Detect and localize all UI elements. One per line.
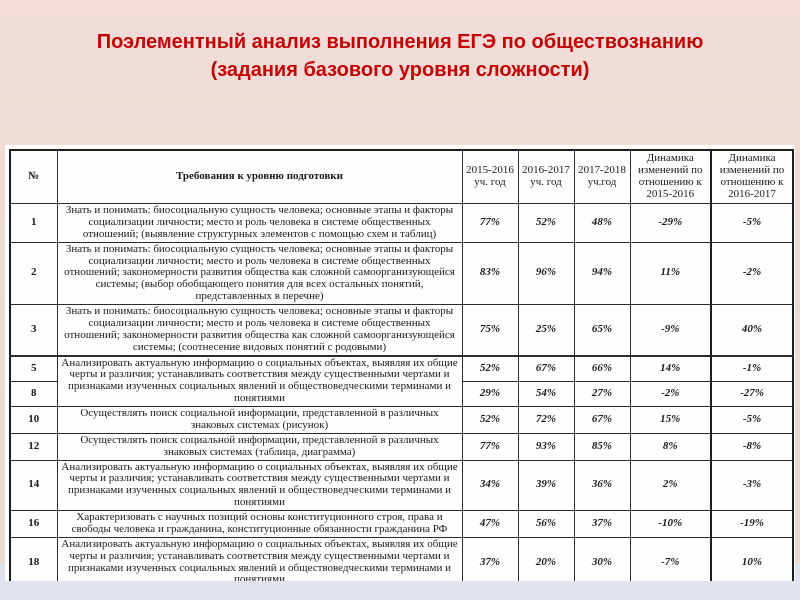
dynamics-value-cell: -2% — [629, 380, 712, 408]
year-value-cell: 48% — [573, 203, 631, 243]
dynamics-value-cell: 14% — [629, 354, 712, 382]
table-row: 8 29% 54% 27% -2% -27% — [9, 380, 794, 408]
dynamics-value-cell: -7% — [629, 536, 712, 581]
row-number-cell: 12 — [9, 432, 58, 461]
requirement-cell: Знать и понимать: биосоциальную сущность… — [56, 203, 463, 243]
slide-title-line1: Поэлементный анализ выполнения ЕГЭ по об… — [96, 31, 704, 53]
header-cell: 2015-2016 уч. год — [461, 149, 519, 204]
table-row: 5 Анализировать актуальную информацию о с… — [9, 354, 794, 407]
dynamics-value-cell: -2% — [710, 241, 794, 306]
dynamics-value-cell: 40% — [710, 304, 794, 356]
dynamics-value-cell: -9% — [629, 304, 712, 356]
dynamics-value-cell: -5% — [710, 203, 794, 243]
dynamics-value-cell: -27% — [710, 380, 794, 408]
dynamics-value-cell: 15% — [629, 406, 712, 434]
row-number-cell: 3 — [9, 304, 58, 356]
year-value-cell: 77% — [461, 432, 519, 461]
header-cell: Требования к уровню подготовки — [56, 149, 463, 204]
year-value-cell: 54% — [517, 380, 575, 408]
year-value-cell: 72% — [517, 406, 575, 434]
year-value-cell: 67% — [517, 354, 575, 382]
row-number-cell: 8 — [9, 380, 58, 408]
dynamics-value-cell: -8% — [710, 432, 794, 461]
year-value-cell: 94% — [573, 241, 631, 306]
year-value-cell: 37% — [461, 536, 519, 581]
year-value-cell: 77% — [461, 203, 519, 243]
year-value-cell: 85% — [573, 432, 631, 461]
requirement-cell: Знать и понимать: биосоциальную сущность… — [56, 304, 463, 356]
table-row: 2 Знать и понимать: биосоциальную сущност… — [9, 241, 794, 306]
year-value-cell: 96% — [517, 241, 575, 306]
header-cell: № — [9, 149, 58, 204]
year-value-cell: 52% — [517, 203, 575, 243]
year-value-cell: 30% — [573, 536, 631, 581]
year-value-cell: 29% — [461, 380, 519, 408]
dynamics-value-cell: 10% — [710, 536, 794, 581]
row-number-cell: 18 — [9, 536, 58, 581]
row-number-cell: 2 — [9, 241, 58, 306]
table-body: 1 Знать и понимать: биосоциальную сущност… — [9, 203, 794, 581]
table-row: 1 Знать и понимать: биосоциальную сущност… — [9, 203, 794, 243]
year-value-cell: 39% — [517, 459, 575, 511]
year-value-cell: 37% — [573, 510, 631, 538]
year-value-cell: 56% — [517, 510, 575, 538]
year-value-cell: 66% — [573, 354, 631, 382]
year-value-cell: 27% — [573, 380, 631, 408]
dynamics-value-cell: -10% — [629, 510, 712, 538]
table-row: 18 Анализировать актуальную информацию о … — [9, 536, 794, 581]
slide-title: Поэлементный анализ выполнения ЕГЭ по об… — [0, 28, 800, 84]
row-number-cell: 1 — [9, 203, 58, 243]
dynamics-value-cell: 8% — [629, 432, 712, 461]
requirement-cell: Знать и понимать: биосоциальную сущность… — [56, 241, 463, 306]
header-row: № Требования к уровню подготовки 2015-2016… — [9, 149, 794, 204]
year-value-cell: 20% — [517, 536, 575, 581]
year-value-cell: 36% — [573, 459, 631, 511]
year-value-cell: 83% — [461, 241, 519, 306]
dynamics-value-cell: -29% — [629, 203, 712, 243]
year-value-cell: 65% — [573, 304, 631, 356]
year-value-cell: 34% — [461, 459, 519, 511]
year-value-cell: 93% — [517, 432, 575, 461]
row-number-cell: 16 — [9, 510, 58, 538]
requirement-cell: Характеризовать с научных позиций основы… — [56, 510, 463, 538]
header-cell: Динамика изменений по отношению к 2015-2… — [629, 149, 712, 204]
header-cell: 2017-2018 уч.год — [573, 149, 631, 204]
year-value-cell: 52% — [461, 406, 519, 434]
row-number-cell: 5 — [9, 354, 58, 382]
requirement-cell: Анализировать актуальную информацию о со… — [56, 459, 463, 511]
exam-analysis-table: № Требования к уровню подготовки 2015-2016… — [9, 149, 794, 581]
table-row: 12 Осуществлять поиск социальной информац… — [9, 432, 794, 461]
row-number-cell: 10 — [9, 406, 58, 434]
dynamics-value-cell: 2% — [629, 459, 712, 511]
table-row: 16 Характеризовать с научных позиций осно… — [9, 510, 794, 538]
dynamics-value-cell: -5% — [710, 406, 794, 434]
dynamics-value-cell: -19% — [710, 510, 794, 538]
requirement-cell: Осуществлять поиск социальной информации… — [56, 432, 463, 461]
table-panel: № Требования к уровню подготовки 2015-2016… — [5, 145, 795, 581]
requirement-cell: Анализировать актуальную информацию о со… — [56, 354, 463, 407]
dynamics-value-cell: -3% — [710, 459, 794, 511]
year-value-cell: 75% — [461, 304, 519, 356]
table-row: 14 Анализировать актуальную информацию о … — [9, 459, 794, 511]
requirement-cell: Анализировать актуальную информацию о со… — [56, 536, 463, 581]
header-cell: 2016-2017 уч. год — [517, 149, 575, 204]
year-value-cell: 25% — [517, 304, 575, 356]
dynamics-value-cell: 11% — [629, 241, 712, 306]
dynamics-value-cell: -1% — [710, 354, 794, 382]
requirement-cell: Осуществлять поиск социальной информации… — [56, 406, 463, 434]
year-value-cell: 47% — [461, 510, 519, 538]
year-value-cell: 67% — [573, 406, 631, 434]
row-number-cell: 14 — [9, 459, 58, 511]
year-value-cell: 52% — [461, 354, 519, 382]
table-row: 3 Знать и понимать: биосоциальную сущност… — [9, 304, 794, 356]
header-cell: Динамика изменений по отношению к 2016-2… — [710, 149, 794, 204]
slide-title-line2: (задания базового уровня сложности) — [210, 59, 590, 81]
table-row: 10 Осуществлять поиск социальной информац… — [9, 406, 794, 434]
